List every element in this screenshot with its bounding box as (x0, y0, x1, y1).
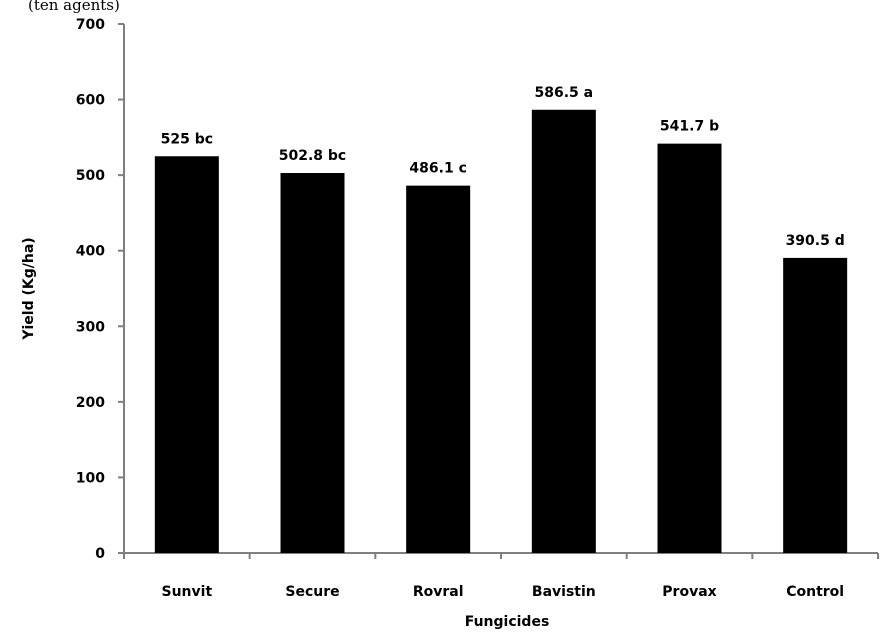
data-label: 541.7 b (660, 119, 719, 135)
bar-bavistin (531, 109, 596, 554)
bar-control (783, 257, 848, 553)
y-tick-label: 600 (76, 93, 105, 109)
y-tick-label: 200 (76, 395, 105, 411)
bar-rovral (406, 185, 471, 554)
y-tick-label: 400 (76, 244, 105, 260)
data-label: 486.1 c (409, 161, 466, 177)
y-axis-title: Yield (Kg/ha) (21, 237, 37, 340)
x-axis-title: Fungicides (465, 614, 550, 630)
data-labels: 525 bc 502.8 bc 486.1 c 586.5 a 541.7 b 390.5… (161, 85, 845, 249)
y-tick-label: 700 (76, 17, 105, 33)
y-tick-label: 500 (76, 168, 105, 184)
y-tick-label: 100 (76, 470, 105, 486)
x-tick-label: Provax (662, 584, 716, 600)
y-tick-label: 0 (95, 546, 105, 562)
x-tick-label: Sunvit (162, 584, 213, 600)
x-tick-label: Bavistin (532, 584, 596, 600)
bar-secure (280, 173, 345, 553)
x-axis: Sunvit Secure Rovral Bavistin Provax Control (123, 552, 879, 600)
bar-sunvit (154, 156, 219, 553)
x-tick-label: Rovral (413, 584, 464, 600)
data-label: 586.5 a (535, 85, 594, 101)
top-cropped-text: (ten agents) (28, 0, 120, 14)
bars (154, 109, 848, 554)
x-tick-label: Secure (285, 584, 339, 600)
data-label: 390.5 d (786, 233, 845, 249)
y-axis: 0 100 200 300 400 500 600 700 (76, 17, 125, 562)
data-label: 525 bc (161, 131, 213, 147)
y-tick-label: 300 (76, 319, 105, 335)
bar-provax (657, 143, 722, 553)
data-label: 502.8 bc (279, 148, 346, 164)
x-tick-label: Control (786, 584, 844, 600)
